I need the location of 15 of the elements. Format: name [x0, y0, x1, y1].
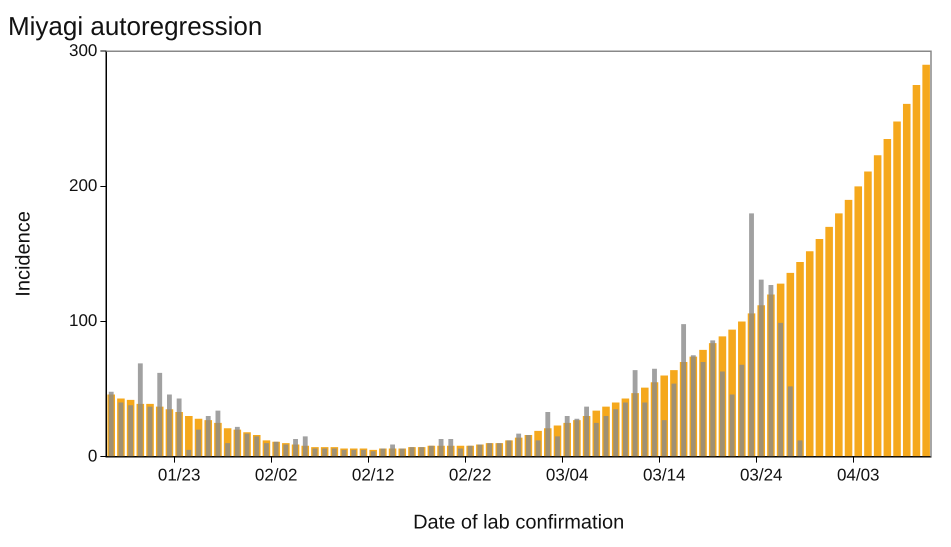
- x-tick-label: 03/14: [642, 465, 686, 484]
- y-tick-label: 0: [88, 446, 98, 466]
- x-tick-label: 02/12: [352, 465, 394, 484]
- chart-title: Miyagi autoregression: [8, 10, 262, 41]
- y-tick-label: 200: [68, 176, 98, 196]
- x-axis-title: Date of lab confirmation: [413, 512, 624, 534]
- y-tick-label: 100: [68, 311, 98, 330]
- x-tick-label: 01/23: [158, 465, 200, 484]
- x-tick-label: 03/04: [546, 465, 588, 484]
- x-tick-label: 04/03: [836, 465, 880, 484]
- y-axis-title: Incidence: [12, 211, 35, 297]
- x-tick-label: 02/22: [448, 465, 492, 484]
- y-tick-label: 300: [68, 40, 98, 60]
- x-tick-label: 03/24: [740, 465, 782, 484]
- x-tick-label: 02/02: [254, 465, 298, 484]
